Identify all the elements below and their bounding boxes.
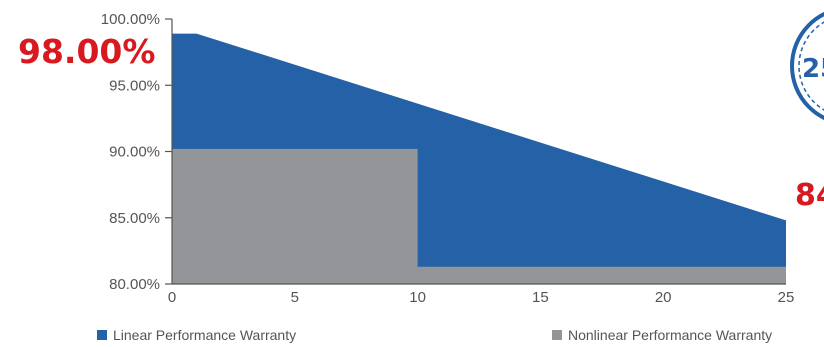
legend-swatch-linear xyxy=(97,330,107,340)
x-tick-label: 5 xyxy=(291,289,299,306)
badge-number: 25 xyxy=(802,54,824,84)
badge-ring xyxy=(790,11,824,121)
end-value-callout: 84 xyxy=(795,178,824,213)
legend-item-nonlinear: Nonlinear Performance Warranty xyxy=(552,327,772,343)
y-tick-label: 90.00% xyxy=(109,144,160,161)
x-tick-label: 20 xyxy=(655,289,672,306)
legend-label-linear: Linear Performance Warranty xyxy=(113,327,297,343)
x-tick-label: 25 xyxy=(778,289,795,306)
y-tick-labels: 100.00% 95.00% 90.00% 85.00% 80.00% xyxy=(101,11,160,293)
x-tick-labels: 0 5 10 15 20 25 xyxy=(168,289,795,306)
x-tick-label: 15 xyxy=(532,289,549,306)
start-value-callout: 98.00% xyxy=(18,32,155,71)
area-series-nonlinear xyxy=(172,148,786,284)
x-tick-label: 10 xyxy=(409,289,426,306)
warranty-years-badge: 25 xyxy=(790,11,824,121)
legend-item-linear: Linear Performance Warranty xyxy=(97,327,296,343)
y-tick-label: 80.00% xyxy=(109,276,160,293)
legend-swatch-nonlinear xyxy=(552,330,562,340)
y-tick-label: 100.00% xyxy=(101,11,160,28)
y-tick-label: 95.00% xyxy=(109,77,160,94)
axes-group xyxy=(165,18,786,285)
y-tick-label: 85.00% xyxy=(109,210,160,227)
x-tick-label: 0 xyxy=(168,289,176,306)
area-series-group xyxy=(172,33,786,285)
legend-label-nonlinear: Nonlinear Performance Warranty xyxy=(568,327,773,343)
